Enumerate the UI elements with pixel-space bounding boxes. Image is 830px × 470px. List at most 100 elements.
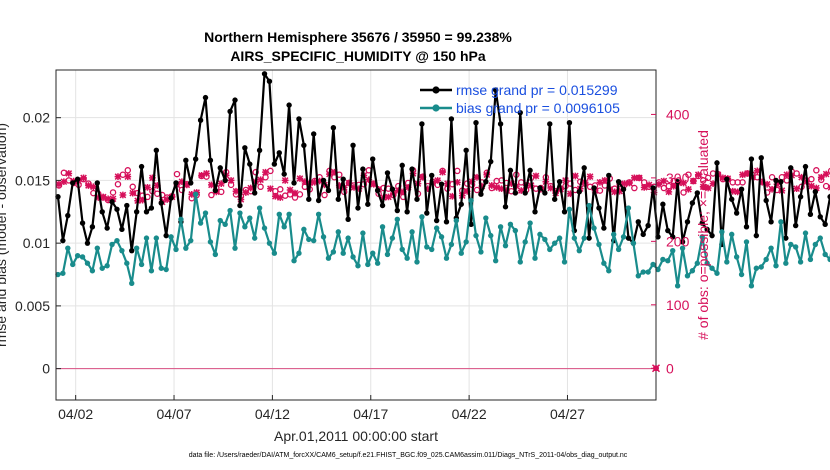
legend-bias-marker [432,104,440,112]
bias-point [84,260,91,266]
obs-evaluated-point [183,181,191,189]
obs-evaluated-point [532,172,540,180]
bias-point [679,245,686,251]
x-tick-label: 04/22 [452,406,487,422]
rmse-point [379,202,386,209]
obs-possible-point [699,177,707,184]
rmse-point [733,210,740,216]
bias-point [60,270,66,276]
obs-evaluated-point [271,192,279,200]
rmse-point [424,210,430,216]
bias-point [502,242,509,249]
rmse-point [192,156,199,162]
rmse-point [463,147,469,154]
obs-evaluated-point [734,188,741,196]
obs-evaluated-point [286,186,294,194]
obs-evaluated-point [247,184,255,192]
bias-point [635,273,641,279]
bias-point [350,254,356,260]
obs-evaluated-point [139,196,146,204]
bias-point [409,229,415,235]
rmse-point [138,163,145,170]
bias-point [55,271,61,278]
bias-point [301,226,307,233]
obs-evaluated-point [704,184,712,192]
obs-evaluated-point [567,190,574,198]
rmse-point [183,157,189,164]
bias-point [709,265,715,271]
bias-point [674,283,681,289]
rmse-point [374,187,381,194]
y-tick-label: 0.005 [15,298,50,314]
obs-evaluated-point [188,191,196,198]
rmse-point [143,209,150,215]
bias-point [615,246,622,253]
rmse-point [792,222,799,229]
obs-possible-point [631,184,638,192]
obs-evaluated-point [817,173,825,181]
bias-point [753,265,760,271]
bias-point [133,245,140,251]
rmse-point [124,202,130,209]
bias-point [296,250,302,256]
rmse-point [753,232,760,239]
bias-point [433,225,440,231]
obs-evaluated-point [129,189,137,197]
bias-point [311,237,317,244]
rmse-point [738,186,745,192]
bias-point [729,231,735,238]
rmse-point [797,194,804,200]
bias-point [650,261,656,268]
obs-evaluated-point [744,170,751,177]
bias-point [207,239,214,245]
rmse-point [94,180,101,186]
obs-evaluated-point [178,178,186,186]
bias-point [699,234,705,240]
y-axis-label: rmse and bias (model - observation) [0,123,9,347]
obs-evaluated-point [670,182,678,190]
obs-evaluated-point [621,180,628,187]
rmse-point [537,185,543,191]
obs-evaluated-point [498,185,505,193]
obs-evaluated-point [808,182,815,190]
bias-point [124,260,130,266]
bias-point [704,260,710,266]
bias-point [217,217,223,224]
obs-evaluated-point [267,185,274,193]
bias-point [532,255,538,261]
bias-point [576,247,582,254]
rmse-point [596,205,602,211]
bias-point [606,268,612,274]
bias-point [168,234,174,240]
rmse-point [674,178,681,185]
bias-point [138,261,145,268]
bias-point [468,197,474,204]
obs-evaluated-point [419,173,427,181]
bias-point [522,239,528,245]
obs-evaluated-point [163,196,171,203]
rmse-point [335,196,341,202]
rmse-point [207,157,214,164]
rmse-point [473,119,479,126]
rmse-point [256,147,263,154]
obs-evaluated-point [365,176,373,184]
rmse-point [404,209,410,215]
y2-tick-label: 200 [666,233,690,249]
rmse-point [507,167,514,174]
obs-evaluated-point [316,177,323,185]
obs-evaluated-point [812,184,820,192]
bias-point [547,246,553,253]
bias-point [507,221,514,228]
obs-possible-point [321,191,328,199]
rmse-point [625,235,632,241]
rmse-point [109,199,115,205]
rmse-point [158,200,164,206]
rmse-point [296,116,302,122]
rmse-point [355,205,361,211]
rmse-point [615,178,622,185]
obs-possible-point [114,180,122,188]
rmse-point [699,220,705,226]
rmse-point [394,207,401,214]
rmse-point [89,224,96,230]
bias-point [566,206,573,212]
